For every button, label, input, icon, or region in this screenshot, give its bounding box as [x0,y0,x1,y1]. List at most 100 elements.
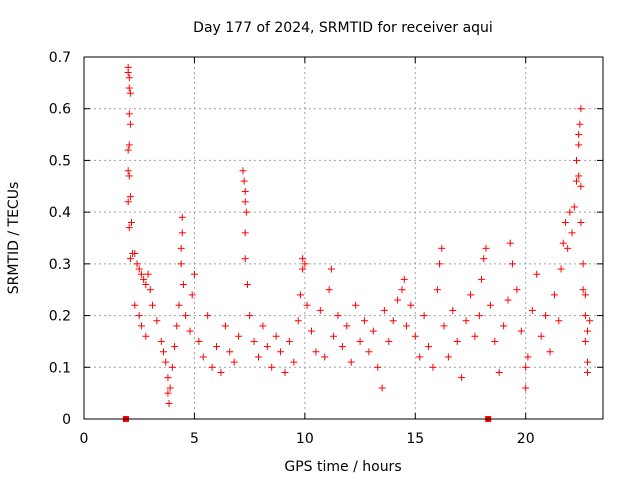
data-point [281,368,289,376]
data-point [195,337,203,345]
data-point [524,353,532,361]
data-point [385,337,393,345]
data-point [125,110,133,118]
data-point [157,337,165,345]
data-point [179,281,187,289]
data-point [475,312,483,320]
data-point [369,327,377,335]
data-point [537,332,545,340]
data-point [131,301,139,309]
data-point [513,286,521,294]
data-point [338,343,346,351]
data-point [528,306,536,314]
data-point [564,244,572,252]
x-tick-label: 5 [190,431,199,447]
data-point [263,343,271,351]
data-point [294,317,302,325]
data-point [142,332,150,340]
data-point [462,317,470,325]
data-point [561,218,569,226]
data-point [577,182,585,190]
data-point [230,358,238,366]
data-point [402,322,410,330]
data-point [243,281,251,289]
data-point [133,260,141,268]
data-point [508,260,516,268]
data-point [182,312,190,320]
data-point [495,368,503,376]
data-point [217,368,225,376]
data-point [226,348,234,356]
data-point [135,265,143,273]
data-point [146,286,154,294]
data-point [394,296,402,304]
data-point [178,213,186,221]
data-point [299,255,307,263]
data-point [584,358,592,366]
data-point [575,141,583,149]
data-point [550,291,558,299]
data-point [436,260,444,268]
data-point [559,239,567,247]
data-point [241,255,249,263]
data-point [429,363,437,371]
data-point [299,265,307,273]
data-point [124,167,132,175]
data-point [321,353,329,361]
data-point [575,172,583,180]
data-point [168,363,176,371]
y-tick-label: 0.4 [49,205,71,221]
data-point [165,399,173,407]
data-point [453,337,461,345]
x-tick-labels: 0 5 10 15 20 [80,431,535,447]
plot-frame [83,56,604,420]
data-point [153,317,161,325]
y-tick-label: 0.2 [49,309,71,325]
data-point [213,343,221,351]
data-point [356,337,364,345]
data-point [164,389,172,397]
data-point [285,337,293,345]
y-tick-labels: 0 0.1 0.2 0.3 0.4 0.5 0.6 0.7 [49,50,71,428]
data-point [411,332,419,340]
data-point [204,312,212,320]
data-point [171,343,179,351]
data-point [480,255,488,263]
data-point [570,203,578,211]
data-point [250,337,258,345]
data-point [190,270,198,278]
data-point [325,286,333,294]
grid-lines [83,56,603,420]
data-point [290,358,298,366]
data-point [166,384,174,392]
data-point [365,348,373,356]
data-point [241,187,249,195]
data-point [581,312,589,320]
data-point [579,286,587,294]
data-point [360,317,368,325]
data-point [162,358,170,366]
data-point [137,270,145,278]
y-tick-label: 0 [62,412,71,428]
data-point [272,332,280,340]
data-point [517,327,525,335]
data-point [438,244,446,252]
data-point [125,141,133,149]
data-point [586,317,594,325]
x-tick-label: 0 [80,431,89,447]
data-point [389,317,397,325]
data-point [126,89,134,97]
data-point [160,348,168,356]
data-point [296,291,304,299]
y-tick-label: 0.6 [49,102,71,118]
data-point [173,322,181,330]
data-point [577,218,585,226]
data-point [254,353,262,361]
data-point [584,368,592,376]
data-point [575,131,583,139]
data-point [542,312,550,320]
y-tick-label: 0.1 [49,360,71,376]
data-point [135,312,143,320]
data-point [140,275,148,283]
